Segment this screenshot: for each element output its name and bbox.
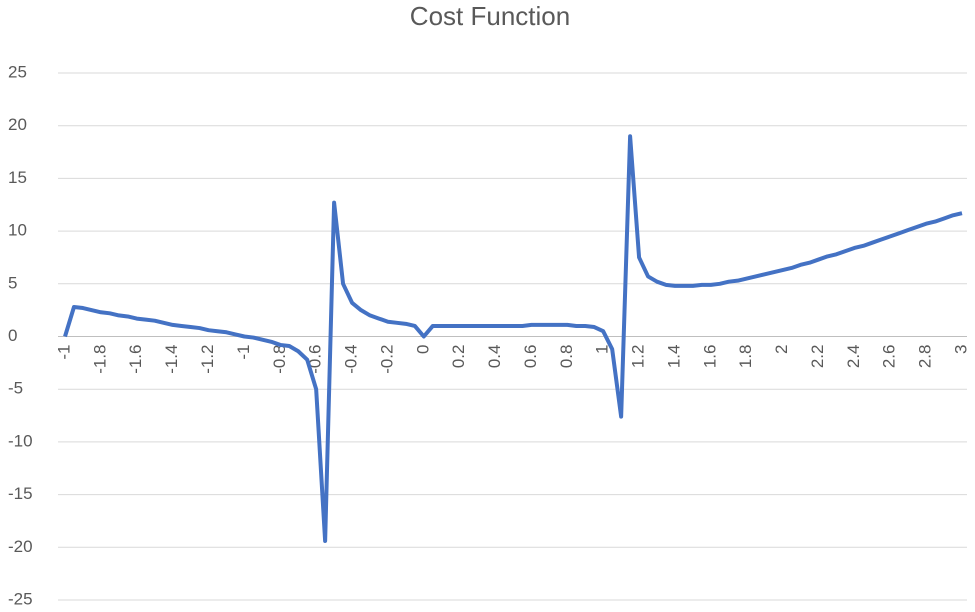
y-tick-label: -15 [8,484,33,503]
x-tick-label: 0.8 [557,345,576,369]
x-tick-label: 0.4 [485,345,504,369]
y-tick-label: 0 [8,326,17,345]
x-tick-label: 1.8 [736,345,755,369]
y-tick-label: -10 [8,431,33,450]
y-tick-label: -5 [8,379,23,398]
y-tick-label: 10 [8,221,27,240]
x-tick-label: -1.4 [162,345,181,374]
chart-title: Cost Function [410,1,570,31]
x-tick-label: 0 [413,345,432,354]
x-tick-label: -1.2 [198,345,217,374]
data-line [63,134,963,543]
x-tick-label: 0.6 [521,345,540,369]
y-tick-label: -20 [8,537,33,556]
y-tick-label: 15 [8,168,27,187]
y-tick-label: 20 [8,115,27,134]
y-tick-label: 5 [8,273,17,292]
x-tick-label: 2.6 [880,345,899,369]
y-tick-label: -25 [8,589,33,608]
x-tick-label: 1 [593,345,612,354]
x-tick-label: 2.2 [808,345,827,369]
x-tick-label: -0.8 [270,345,289,374]
x-tick-label: -1.6 [126,345,145,374]
y-tick-label: 25 [8,62,27,81]
x-tick-label: -1 [234,345,253,360]
x-tick-label: 2.8 [916,345,935,369]
x-tick-label: 0.2 [449,345,468,369]
x-tick-label: 2.4 [844,345,863,369]
x-tick-label: -1.8 [90,345,109,374]
x-tick-label: -1 [54,345,73,360]
x-tick-label: 1.4 [664,345,683,369]
x-tick-label: -0.2 [377,345,396,374]
x-tick-label: 3 [951,345,970,354]
x-tick-label: 2 [772,345,791,354]
x-tick-label: -0.4 [342,345,361,374]
x-tick-label: 1.2 [629,345,648,369]
x-tick-label: 1.6 [700,345,719,369]
